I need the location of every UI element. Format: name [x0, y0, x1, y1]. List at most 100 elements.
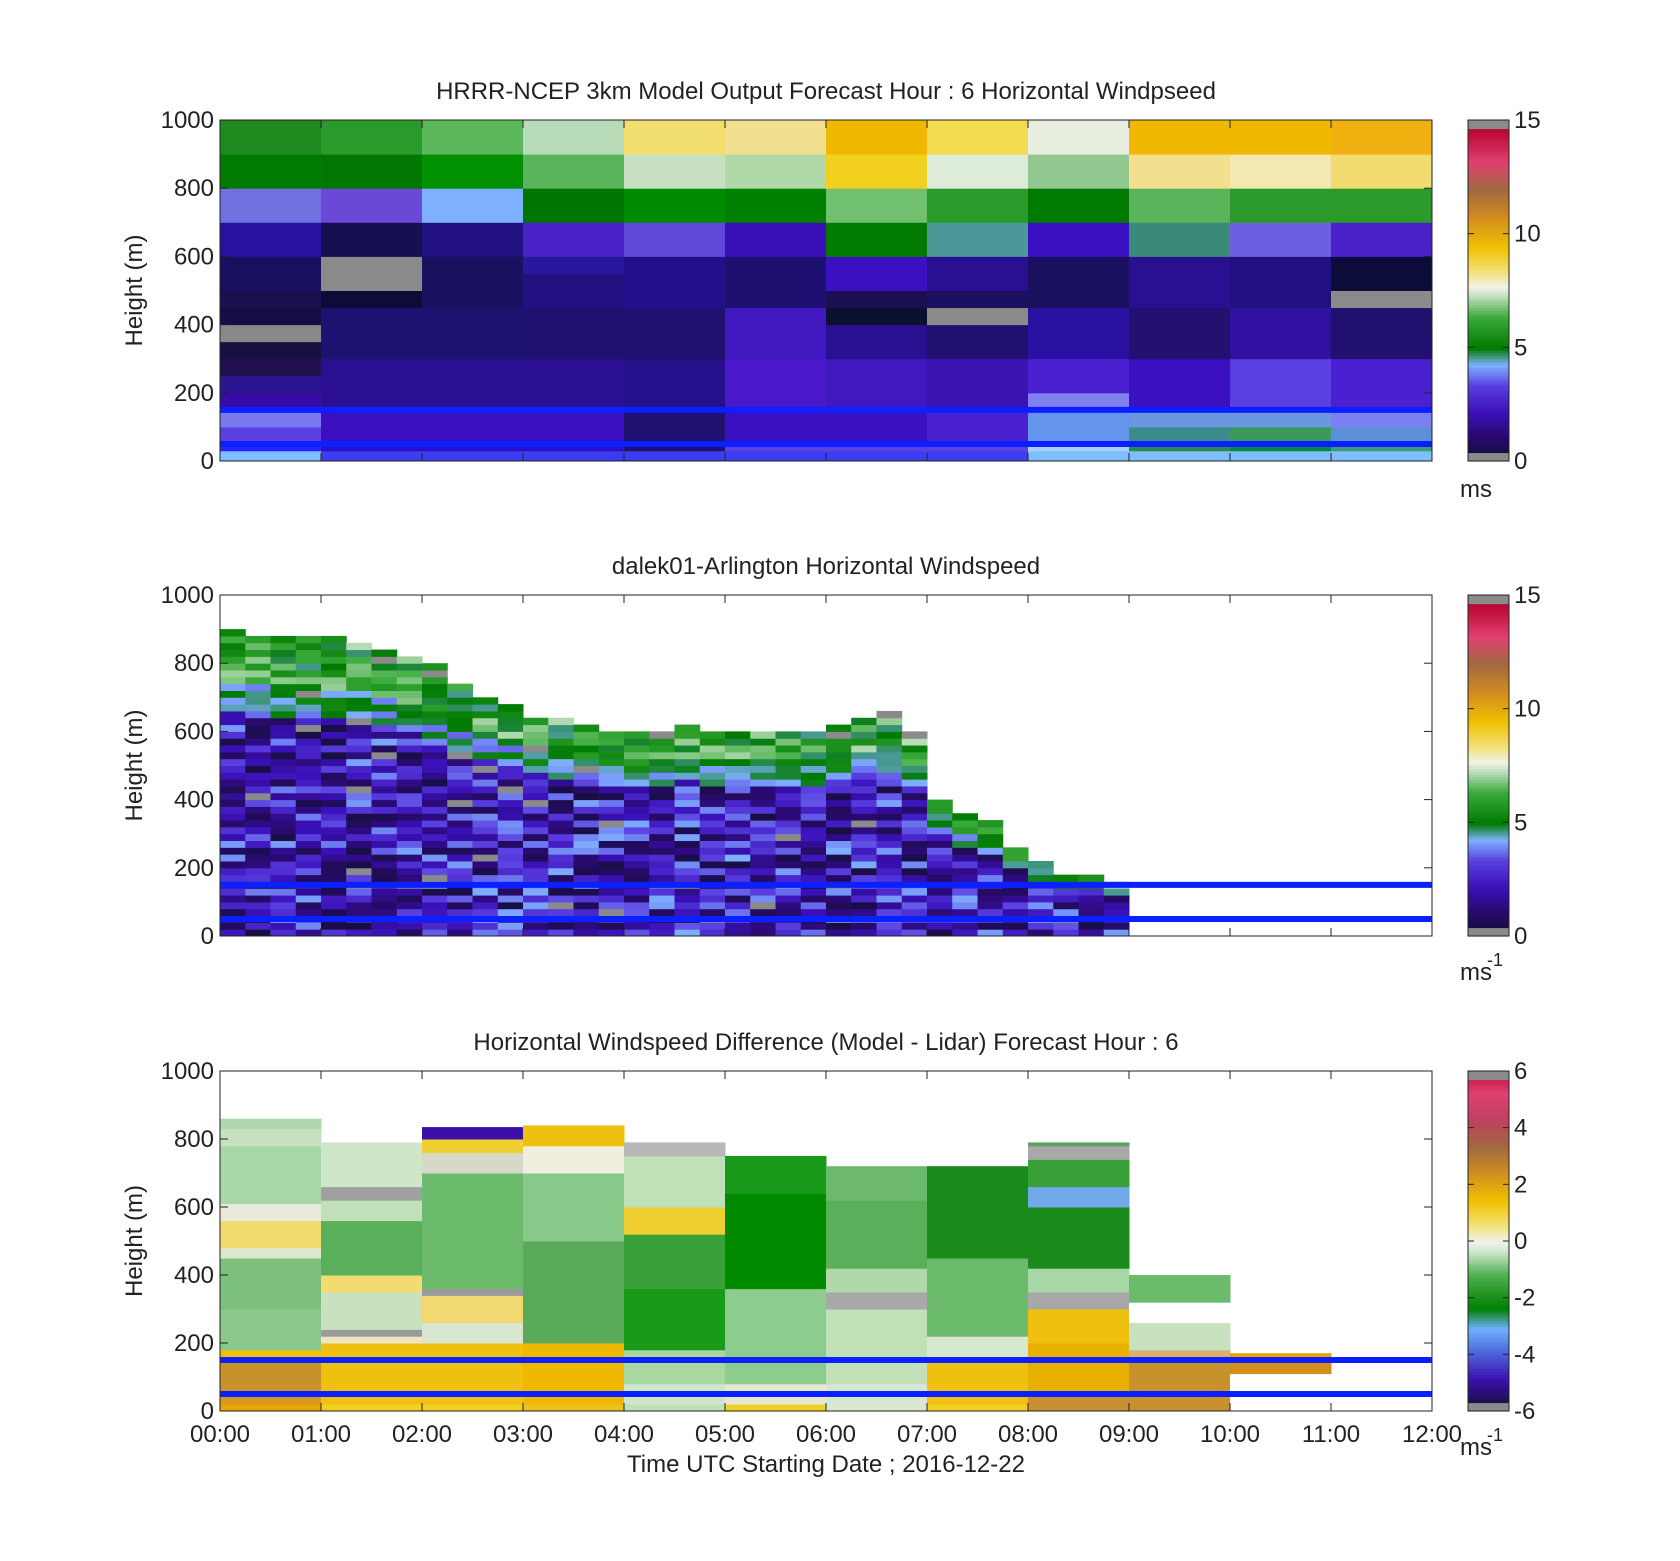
- heatmap-cell: [573, 860, 600, 869]
- heatmap-cell: [598, 888, 625, 896]
- heatmap-cell: [1129, 256, 1231, 309]
- heatmap-cell: [422, 1139, 524, 1154]
- heatmap-cell: [295, 670, 322, 678]
- heatmap-cell: [220, 901, 246, 910]
- heatmap-cell: [725, 895, 751, 903]
- heatmap-cell: [472, 731, 499, 739]
- colorbar-segment: [1468, 674, 1509, 679]
- heatmap-cell: [952, 908, 978, 917]
- heatmap-cell: [523, 1125, 625, 1147]
- heatmap-cell: [346, 792, 372, 801]
- heatmap-cell: [523, 785, 549, 794]
- heatmap-cell: [220, 785, 246, 794]
- heatmap-cell: [447, 908, 473, 917]
- chart-title: HRRR-NCEP 3km Model Output Forecast Hour…: [436, 78, 1216, 105]
- heatmap-cell: [321, 1336, 423, 1344]
- colorbar-segment: [1468, 629, 1509, 633]
- heatmap-cell: [1078, 901, 1105, 910]
- heatmap-cell: [346, 697, 372, 705]
- heatmap-cell: [220, 676, 246, 685]
- colorbar-segment: [1468, 341, 1509, 346]
- colorbar-segment: [1468, 617, 1509, 622]
- heatmap-cell: [1129, 426, 1231, 442]
- heatmap-cell: [548, 738, 574, 746]
- heatmap-cell: [346, 642, 372, 651]
- colorbar-segment: [1468, 1362, 1509, 1367]
- heatmap-cell: [270, 751, 297, 760]
- heatmap-cell: [750, 929, 776, 937]
- heatmap-cell: [699, 867, 726, 876]
- colorbar-segment: [1468, 708, 1509, 713]
- y-tick-label: 1000: [161, 1058, 214, 1085]
- heatmap-cell: [497, 901, 524, 910]
- colorbar-segment: [1468, 409, 1509, 414]
- heatmap-cell: [497, 792, 524, 801]
- heatmap-cell: [826, 751, 852, 760]
- colorbar-segment: [1468, 1158, 1509, 1163]
- heatmap-cell: [750, 792, 776, 801]
- heatmap-cell: [245, 704, 271, 712]
- heatmap-cell: [800, 792, 827, 801]
- heatmap-cell: [321, 895, 347, 903]
- colorbar-segment: [1468, 657, 1509, 661]
- heatmap-cell: [472, 820, 499, 828]
- heatmap-cell: [346, 779, 372, 787]
- heatmap-cell: [447, 860, 473, 869]
- heatmap-cell: [295, 792, 322, 801]
- heatmap-cell: [523, 222, 625, 257]
- heatmap-cell: [1103, 895, 1130, 903]
- colorbar-segment: [1468, 452, 1509, 456]
- y-tick-label: 200: [174, 1330, 214, 1357]
- heatmap-cell: [699, 895, 726, 903]
- heatmap-cell: [750, 922, 776, 930]
- colorbar-tick-label: 2: [1514, 1171, 1527, 1198]
- heatmap-cell: [901, 901, 928, 910]
- heatmap-cell: [245, 642, 271, 651]
- heatmap-cell: [800, 751, 827, 760]
- heatmap-cell: [1103, 922, 1130, 930]
- heatmap-cell: [649, 929, 675, 937]
- heatmap-cell: [523, 806, 549, 814]
- heatmap-cell: [548, 895, 574, 903]
- heatmap-cell: [523, 799, 549, 807]
- heatmap-cell: [901, 888, 928, 896]
- colorbar-segment: [1468, 1105, 1509, 1109]
- heatmap-cell: [1028, 1186, 1130, 1208]
- heatmap-cell: [321, 901, 347, 910]
- heatmap-cell: [598, 785, 625, 794]
- heatmap-cell: [321, 683, 347, 691]
- heatmap-cell: [826, 120, 928, 155]
- heatmap-cell: [725, 888, 751, 896]
- colorbar-segment: [1468, 1224, 1509, 1228]
- heatmap-cell: [422, 901, 448, 910]
- heatmap-cell: [952, 826, 978, 835]
- colorbar-segment: [1468, 176, 1509, 181]
- heatmap-cell: [245, 670, 271, 678]
- x-tick-label: 11:00: [1302, 1421, 1360, 1448]
- heatmap-cell: [573, 820, 600, 828]
- heatmap-cell: [927, 833, 953, 842]
- heatmap-cell: [245, 806, 271, 814]
- heatmap-cell: [699, 929, 726, 937]
- heatmap-cell: [220, 860, 246, 869]
- heatmap-cell: [750, 854, 776, 862]
- colorbar-segment: [1468, 120, 1509, 124]
- heatmap-cell: [321, 908, 347, 917]
- heatmap-cell: [1002, 922, 1029, 930]
- heatmap-cell: [826, 908, 852, 917]
- heatmap-cell: [321, 860, 347, 869]
- colorbar-segment: [1468, 1187, 1509, 1191]
- heatmap-cell: [422, 820, 448, 828]
- heatmap-cell: [245, 751, 271, 760]
- colorbar-segment: [1468, 318, 1509, 323]
- heatmap-cell: [220, 731, 246, 739]
- heatmap-cell: [826, 307, 928, 326]
- heatmap-cell: [775, 895, 802, 903]
- heatmap-cell: [270, 908, 297, 917]
- heatmap-cell: [371, 697, 398, 705]
- heatmap-cell: [800, 847, 827, 855]
- heatmap-cell: [497, 758, 524, 766]
- heatmap-cell: [295, 765, 322, 773]
- colorbar-segment: [1468, 344, 1509, 348]
